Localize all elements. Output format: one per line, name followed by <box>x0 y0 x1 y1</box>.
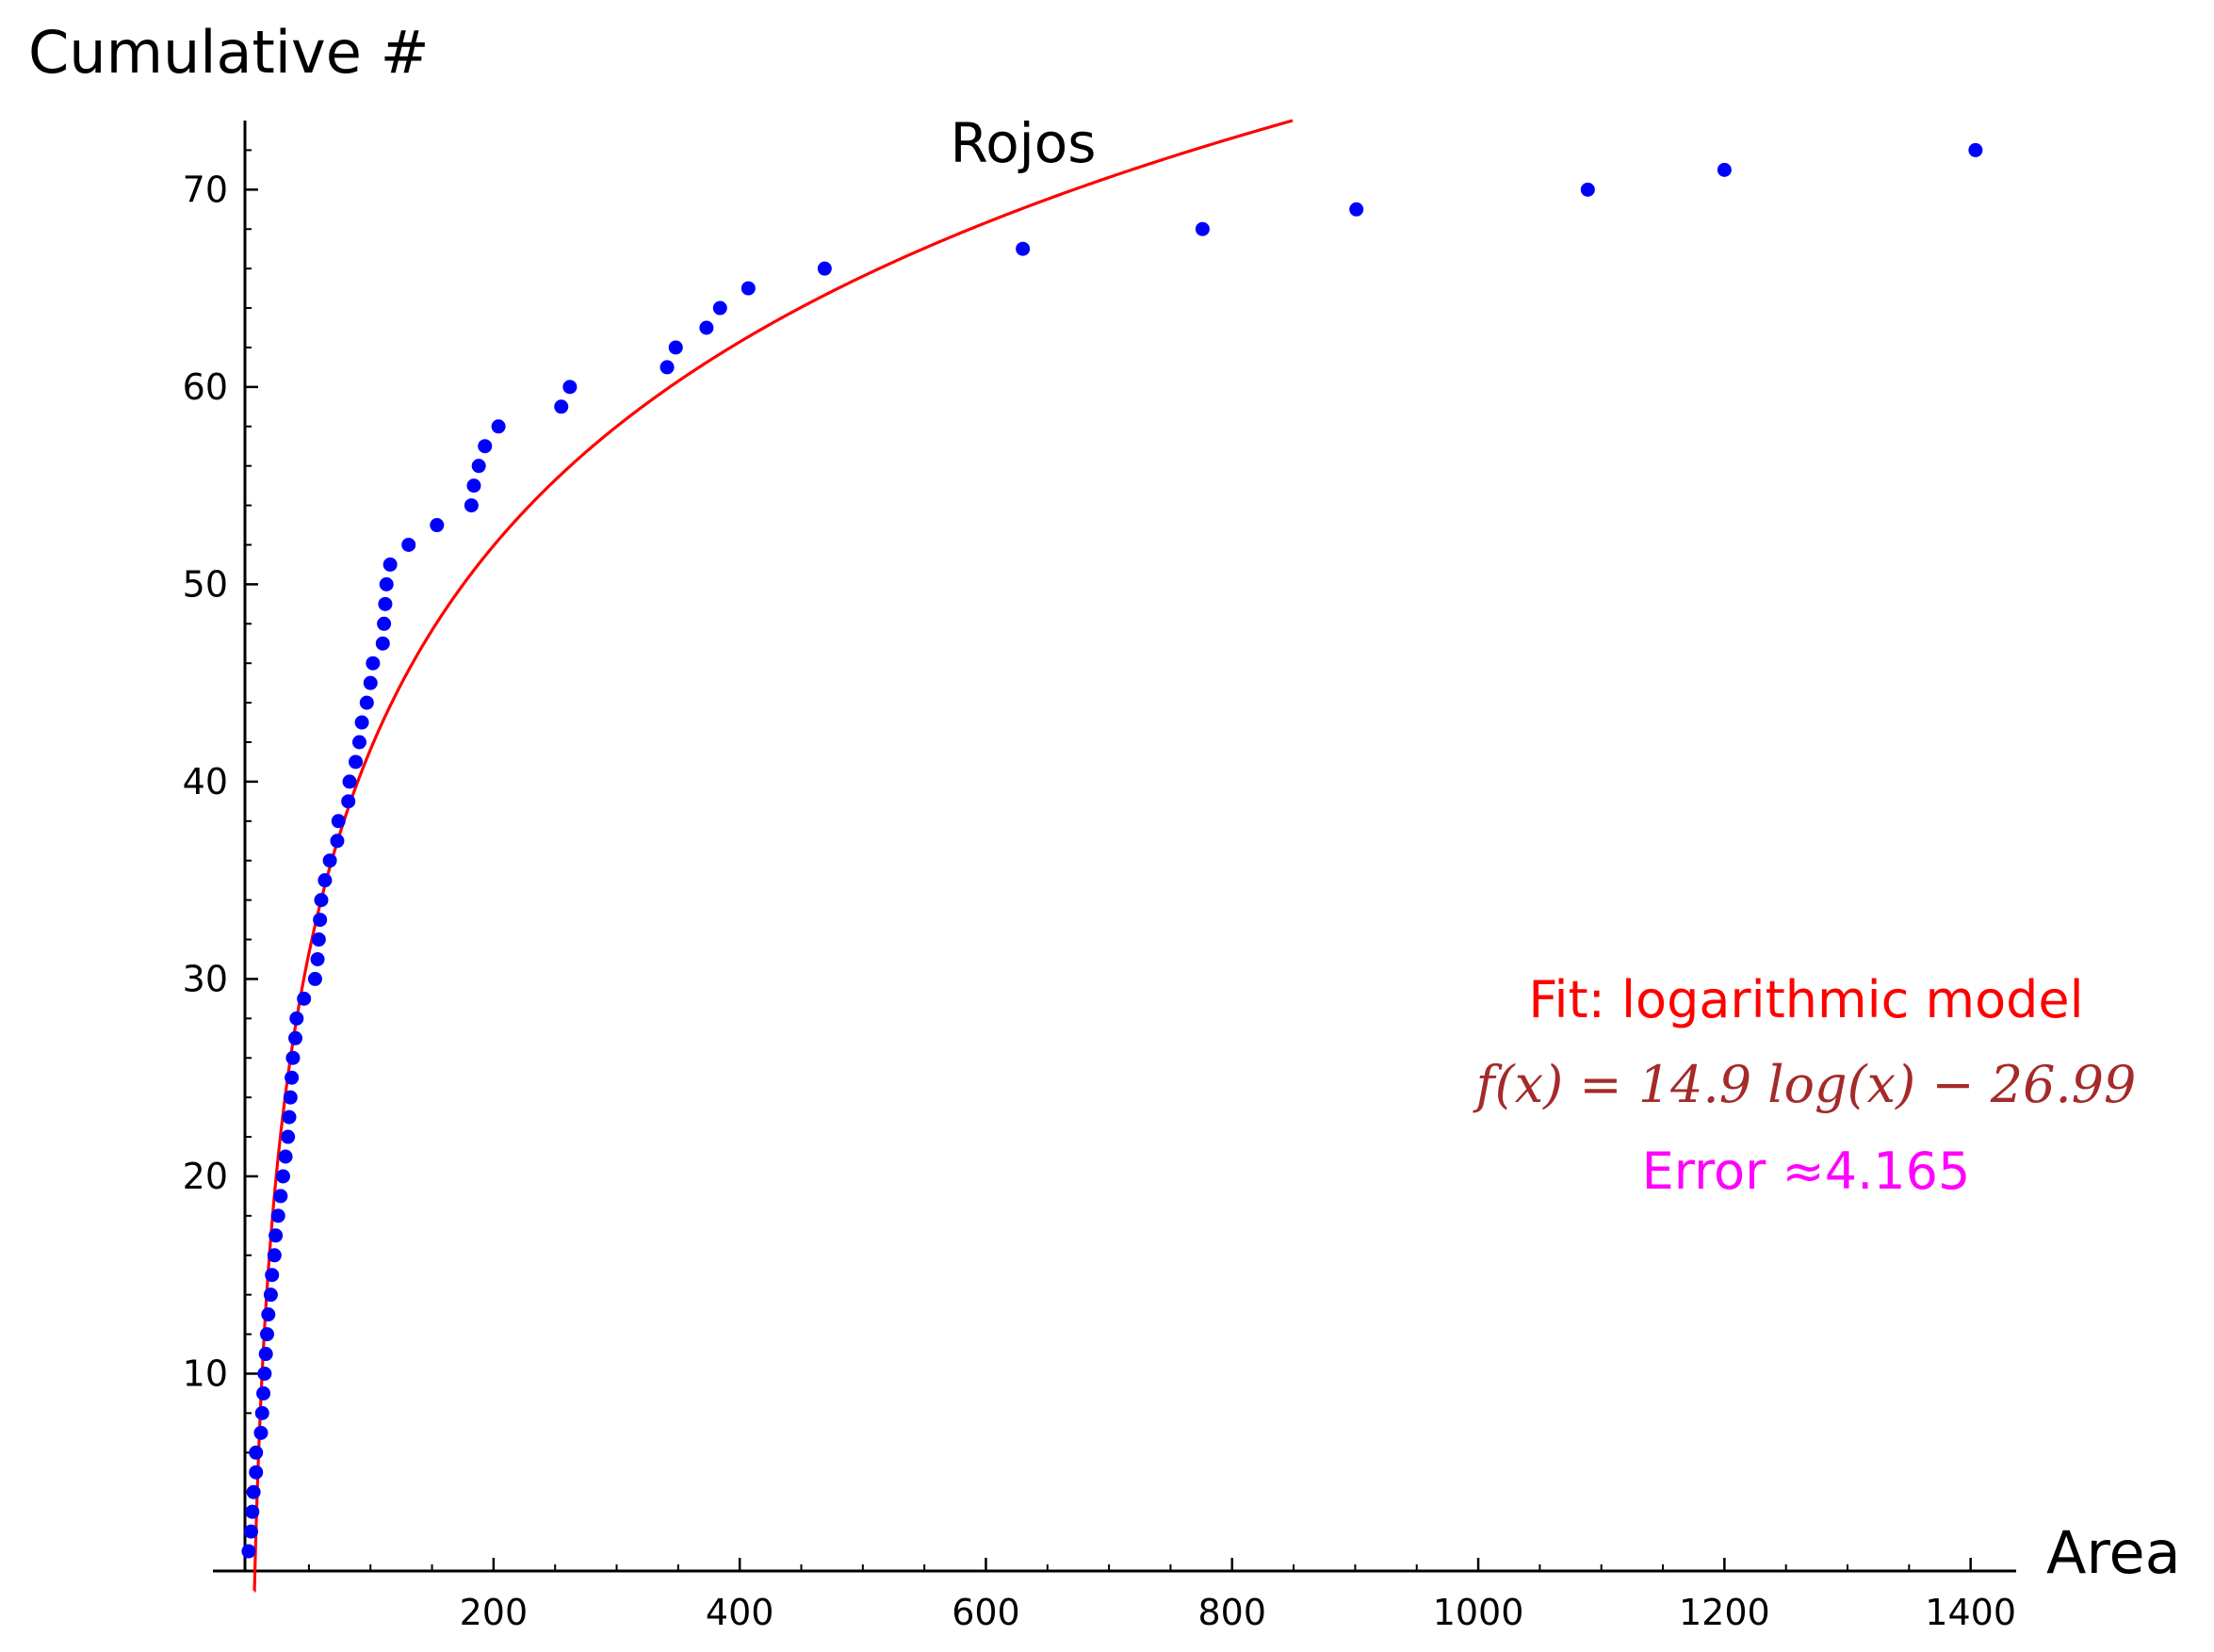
fit-curve-layer <box>252 119 1294 1593</box>
data-point <box>491 419 506 434</box>
data-point <box>668 340 683 355</box>
data-point <box>254 1405 269 1420</box>
y-tick-label: 40 <box>183 761 228 802</box>
data-point <box>471 459 486 474</box>
data-point <box>314 893 329 908</box>
data-point <box>379 576 394 591</box>
axes <box>213 121 2016 1573</box>
scatter-points <box>241 142 1983 1559</box>
data-point <box>289 1011 304 1026</box>
data-point <box>282 1109 297 1125</box>
data-point <box>1349 202 1364 217</box>
data-point <box>699 320 714 335</box>
data-point <box>741 281 756 296</box>
data-point <box>351 735 366 750</box>
data-point <box>330 834 345 849</box>
data-point <box>261 1307 276 1322</box>
data-point <box>349 754 364 769</box>
data-point <box>401 537 416 552</box>
data-point <box>1016 241 1031 256</box>
data-point <box>259 1327 274 1342</box>
y-tick-label: 50 <box>183 563 228 605</box>
data-point <box>383 557 398 572</box>
data-point <box>817 261 832 276</box>
data-point <box>478 439 493 454</box>
data-point <box>322 853 337 868</box>
x-axis-label: Area <box>2046 1518 2181 1587</box>
data-point <box>562 380 578 395</box>
data-point <box>359 695 374 710</box>
data-point <box>331 814 346 829</box>
data-point <box>285 1070 300 1085</box>
x-tick-label: 200 <box>460 1592 529 1633</box>
data-point <box>258 1347 273 1362</box>
data-point <box>270 1208 285 1223</box>
data-point <box>377 616 392 631</box>
data-point <box>354 715 369 730</box>
data-point <box>249 1465 264 1480</box>
data-point <box>554 399 569 414</box>
data-point <box>342 774 357 789</box>
data-point <box>263 1288 278 1303</box>
data-point <box>366 656 381 671</box>
ticks: 200 400 600 800 1000 1200 1400 10 20 30 40 50 60 70 <box>183 149 2016 1633</box>
fit-formula: f(x) = 14.9 log(x) − 26.99 <box>1473 1055 2137 1114</box>
data-point <box>313 913 328 928</box>
data-point <box>283 1090 298 1105</box>
x-tick-label: 400 <box>706 1592 774 1633</box>
fit-curve <box>252 119 1294 1593</box>
y-tick-label: 70 <box>183 169 228 210</box>
data-point <box>363 675 378 690</box>
data-point <box>430 518 445 533</box>
data-point <box>317 873 333 888</box>
data-point <box>311 932 326 947</box>
data-point <box>278 1149 293 1164</box>
data-point <box>241 1544 256 1559</box>
x-tick-label: 1400 <box>1925 1592 2016 1633</box>
fit-label: Fit: logarithmic model <box>1528 970 2083 1029</box>
data-point <box>273 1189 288 1204</box>
data-point <box>341 794 356 809</box>
y-tick-label: 30 <box>183 958 228 999</box>
data-point <box>464 498 479 513</box>
data-point <box>249 1445 264 1460</box>
x-tick-label: 1200 <box>1679 1592 1770 1633</box>
data-point <box>285 1050 301 1065</box>
data-point <box>1580 182 1595 197</box>
data-point <box>659 360 675 375</box>
data-point <box>307 971 322 986</box>
data-point <box>253 1425 269 1440</box>
data-point <box>466 478 481 494</box>
data-point <box>378 596 393 611</box>
data-point <box>1968 142 1983 157</box>
data-point <box>257 1366 272 1381</box>
data-point <box>288 1030 303 1045</box>
chart-title: Rojos <box>951 111 1097 175</box>
y-tick-label: 20 <box>183 1156 228 1197</box>
data-point <box>1717 162 1732 177</box>
data-point <box>297 991 312 1006</box>
y-tick-label: 10 <box>183 1352 228 1394</box>
x-tick-label: 800 <box>1198 1592 1267 1633</box>
data-point <box>244 1524 259 1539</box>
data-point <box>1195 221 1210 236</box>
data-point <box>269 1228 284 1243</box>
x-tick-label: 1000 <box>1433 1592 1524 1633</box>
data-point <box>310 951 325 966</box>
data-point <box>281 1129 296 1144</box>
data-point <box>246 1484 261 1499</box>
x-tick-label: 600 <box>952 1592 1020 1633</box>
data-point <box>245 1504 260 1519</box>
y-tick-label: 60 <box>183 366 228 408</box>
data-point <box>712 300 727 316</box>
data-point <box>256 1385 271 1401</box>
data-point <box>275 1169 290 1184</box>
data-point <box>375 636 390 651</box>
data-point <box>265 1268 280 1283</box>
y-axis-label: Cumulative # <box>28 18 430 87</box>
data-point <box>267 1248 282 1263</box>
error-label: Error ≈4.165 <box>1642 1142 1971 1201</box>
